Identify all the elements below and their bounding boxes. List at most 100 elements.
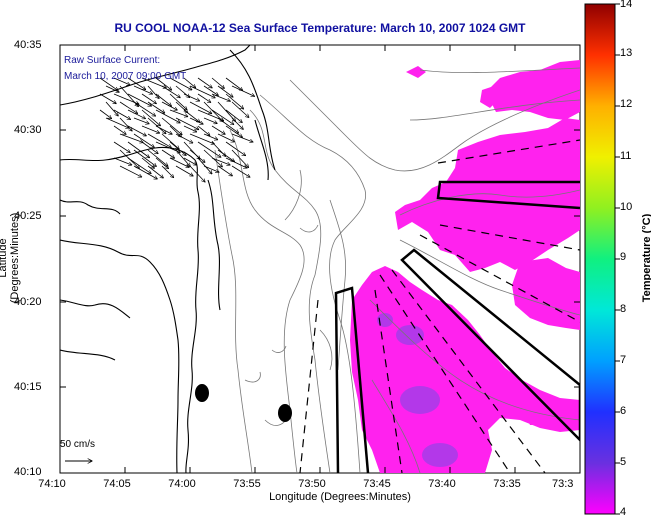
current-vector-arrow — [133, 149, 156, 167]
current-vector-arrow — [203, 133, 218, 140]
current-vector-arrow — [197, 77, 212, 88]
current-vector-arrow — [189, 85, 215, 98]
current-vector-arrow — [127, 157, 151, 174]
current-vector-arrow — [203, 117, 217, 123]
current-vector-arrow — [155, 157, 168, 169]
x-tick-label: 74:05 — [103, 478, 131, 490]
colorbar-tick-label: 12 — [620, 98, 633, 110]
current-vector-arrow — [161, 85, 180, 98]
current-vector-arrow — [147, 101, 165, 113]
current-vector-arrow — [141, 125, 160, 133]
current-vector-arrow — [113, 141, 130, 153]
current-vector-arrow — [169, 141, 186, 155]
current-vector-arrow — [189, 117, 203, 124]
current-vector-arrow — [217, 133, 234, 142]
buoy-markers — [195, 384, 292, 422]
current-vector-arrow — [211, 109, 234, 125]
current-vector-arrow — [169, 93, 187, 110]
colorbar-tick-label: 7 — [620, 354, 627, 366]
current-vector-arrow — [211, 93, 230, 101]
colorbar-tick-label: 13 — [620, 47, 633, 59]
current-vector-arrow — [147, 149, 168, 166]
current-vector-arrow — [161, 101, 177, 110]
current-vector-arrow — [231, 117, 243, 129]
current-vector-arrow — [189, 149, 205, 162]
current-vector-arrow — [119, 101, 138, 113]
current-vector-arrow — [183, 109, 200, 122]
current-vector-arrow — [197, 141, 221, 157]
sst-patch-small-1 — [406, 66, 426, 78]
current-vector-arrow — [127, 141, 150, 158]
current-vector-arrow — [133, 101, 156, 116]
current-vector-arrow — [141, 93, 156, 104]
transect-dash-diag-1 — [419, 234, 580, 323]
current-vector-arrow — [119, 165, 142, 177]
axis-ticks — [59, 44, 581, 474]
current-vector-arrow — [169, 109, 188, 117]
current-vector-arrow — [203, 165, 219, 172]
x-tick-label: 73:3 — [552, 478, 574, 490]
current-vector-arrow — [189, 101, 212, 114]
current-vector-arrow — [225, 77, 243, 90]
x-axis-label: Longitude (Degrees:Minutes) — [269, 491, 411, 503]
current-vector-arrow — [231, 85, 255, 96]
current-vector-arrow — [217, 165, 232, 176]
current-vector-arrow — [99, 93, 116, 104]
colorbar-tick-label: 5 — [620, 456, 627, 468]
x-tick-label: 74:10 — [38, 478, 66, 490]
current-vector-arrow — [225, 93, 244, 109]
current-vector-arrow — [203, 85, 218, 95]
y-tick-label: 40:30 — [14, 124, 42, 136]
current-vector-arrow — [217, 117, 239, 133]
current-vector-arrow — [175, 117, 199, 130]
current-vector-arrow — [217, 85, 233, 97]
x-tick-label: 73:55 — [233, 478, 261, 490]
current-vector-arrow — [147, 133, 171, 148]
current-vector-arrow — [113, 125, 126, 134]
current-vector-arrow — [127, 125, 146, 136]
current-vector-arrow — [231, 133, 253, 142]
surface-current-vectors — [99, 77, 255, 182]
current-vector-arrow — [183, 157, 196, 165]
transect-box-south — [334, 286, 370, 473]
current-vector-arrow — [183, 93, 200, 101]
colorbar-tick-label: 11 — [620, 150, 632, 162]
current-vector-arrow — [147, 85, 159, 99]
colorbar-tick-label: 6 — [620, 405, 627, 417]
legend-line-1: Raw Surface Current: — [64, 55, 161, 66]
transect-lines — [299, 139, 580, 473]
current-vector-arrow — [225, 157, 247, 168]
transect-dash-south-1 — [299, 299, 319, 473]
legend-line-2: March 10, 2007 09:00 GMT — [64, 71, 187, 82]
y-tick-label: 40:20 — [14, 296, 42, 308]
buoy-marker — [278, 404, 292, 422]
current-vector-arrow — [141, 141, 158, 154]
transect-dash-south-2 — [374, 289, 403, 473]
current-vector-arrow — [133, 85, 153, 94]
sst-patch-mid-small — [460, 355, 485, 380]
colorbar-label: Temperature (°C) — [641, 213, 651, 303]
y-tick-label: 40:15 — [14, 381, 42, 393]
current-vector-arrow — [197, 157, 212, 174]
sst-patch-north — [486, 60, 580, 120]
current-vector-arrow — [211, 157, 230, 165]
sst-cool-core — [377, 313, 458, 467]
transect-box-north — [436, 180, 580, 210]
current-vector-arrow — [231, 101, 249, 117]
current-vector-arrow — [161, 117, 182, 135]
sst-patch-central-north — [395, 118, 580, 272]
current-vector-arrow — [183, 77, 196, 88]
current-vector-arrow — [127, 109, 145, 119]
current-vector-arrow — [113, 77, 130, 85]
current-vector-arrow — [99, 77, 118, 90]
current-vector-arrow — [119, 117, 132, 131]
current-vector-arrow — [225, 125, 242, 137]
sst-patch-right-small — [520, 398, 560, 425]
colorbar-tick-label: 8 — [620, 303, 627, 315]
current-vector-arrow — [113, 157, 132, 165]
x-tick-label: 73:40 — [428, 478, 456, 490]
current-vector-arrow — [225, 109, 242, 123]
buoy-marker — [195, 384, 209, 402]
current-vector-arrow — [105, 117, 129, 128]
